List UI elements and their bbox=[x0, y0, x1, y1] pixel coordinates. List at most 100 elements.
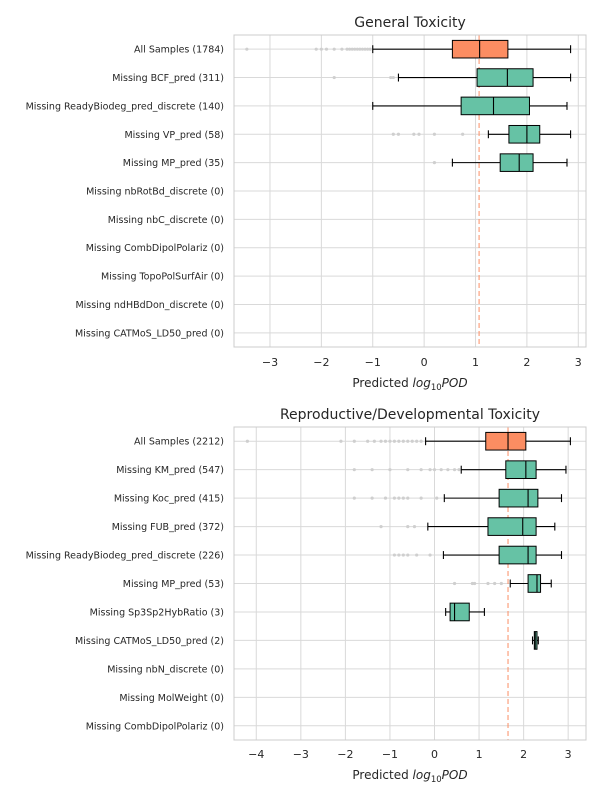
outlier-point bbox=[388, 439, 392, 443]
plot-frame bbox=[233, 426, 587, 741]
category-label: Missing FUB_pred (372) bbox=[112, 522, 224, 533]
category-label: Missing CATMoS_LD50_pred (2) bbox=[75, 636, 224, 647]
box-iqr bbox=[508, 124, 541, 144]
outlier-point bbox=[428, 553, 432, 557]
outlier-point bbox=[412, 524, 417, 529]
panel-0: All Samples (1784) Missing BCF_pred (311)… bbox=[26, 15, 587, 393]
box-group bbox=[352, 460, 567, 480]
x-tick-label: −3 bbox=[262, 356, 278, 369]
outlier-point bbox=[245, 47, 249, 51]
outlier-point bbox=[417, 132, 421, 136]
box-iqr bbox=[449, 602, 470, 622]
box-group bbox=[531, 631, 539, 650]
x-axis-label: Predicted log10POD bbox=[352, 768, 467, 785]
box-group bbox=[445, 602, 485, 622]
x-tick-label: −4 bbox=[248, 748, 264, 761]
outlier-point bbox=[383, 496, 388, 500]
category-label: Missing Sp3Sp2HybRatio (3) bbox=[90, 607, 224, 618]
category-label: Missing ndHBdDon_discrete (0) bbox=[75, 300, 224, 311]
category-label: Missing CombDipolPolariz (0) bbox=[86, 721, 224, 732]
box-group bbox=[352, 488, 563, 508]
outlier-point bbox=[348, 47, 352, 51]
outlier-point bbox=[410, 439, 414, 443]
outlier-point bbox=[435, 496, 439, 500]
outlier-point bbox=[397, 496, 401, 500]
outlier-point bbox=[370, 496, 374, 500]
outlier-point bbox=[392, 439, 397, 443]
category-label: Missing CATMoS_LD50_pred (0) bbox=[75, 328, 224, 339]
panel-title: Reproductive/Developmental Toxicity bbox=[280, 407, 540, 423]
outlier-point bbox=[486, 581, 490, 586]
box-group bbox=[245, 39, 572, 59]
outlier-point bbox=[358, 47, 362, 51]
outlier-point bbox=[470, 581, 474, 586]
outlier-point bbox=[452, 468, 457, 472]
category-label: Missing nbRotBd_discrete (0) bbox=[86, 187, 224, 198]
outlier-point bbox=[352, 496, 356, 500]
outlier-point bbox=[432, 468, 437, 472]
outlier-point bbox=[406, 468, 410, 472]
box-iqr bbox=[460, 96, 530, 116]
outlier-point bbox=[314, 47, 318, 51]
box-group bbox=[392, 545, 563, 565]
x-tick-label: 2 bbox=[523, 356, 530, 369]
category-label: Missing nbC_discrete (0) bbox=[108, 215, 224, 226]
box-group bbox=[391, 124, 572, 144]
category-label: All Samples (2212) bbox=[134, 437, 224, 448]
x-tick-label: 1 bbox=[476, 748, 483, 761]
outlier-point bbox=[406, 439, 410, 443]
category-label: Missing ReadyBiodeg_pred_discrete (226) bbox=[26, 551, 224, 562]
outlier-point bbox=[473, 581, 477, 586]
outlier-point bbox=[352, 439, 356, 443]
outlier-point bbox=[352, 468, 356, 472]
outlier-point bbox=[319, 47, 323, 51]
outlier-point bbox=[332, 75, 336, 80]
category-label: Missing KM_pred (547) bbox=[116, 465, 224, 476]
panel-title: General Toxicity bbox=[354, 15, 465, 31]
x-tick-label: 2 bbox=[520, 748, 527, 761]
box-iqr bbox=[505, 460, 537, 480]
outlier-point bbox=[324, 47, 329, 51]
outlier-point bbox=[452, 581, 457, 586]
outlier-point bbox=[332, 47, 336, 51]
outlier-point bbox=[406, 496, 410, 500]
x-tick-label: −2 bbox=[313, 356, 329, 369]
x-tick-label: 0 bbox=[431, 748, 438, 761]
outlier-point bbox=[406, 524, 410, 529]
outlier-point bbox=[419, 496, 423, 500]
outlier-point bbox=[345, 47, 349, 51]
outlier-point bbox=[412, 132, 416, 136]
x-tick-label: −1 bbox=[365, 356, 381, 369]
outlier-point bbox=[388, 468, 392, 472]
box-iqr bbox=[527, 574, 542, 593]
outlier-point bbox=[391, 132, 395, 136]
outlier-point bbox=[370, 468, 374, 472]
outlier-point bbox=[392, 553, 397, 557]
outlier-point bbox=[392, 496, 397, 500]
outlier-point bbox=[439, 468, 443, 472]
outlier-point bbox=[461, 132, 465, 136]
category-label: Missing Koc_pred (415) bbox=[114, 494, 224, 505]
outlier-point bbox=[432, 132, 437, 136]
panel-1: All Samples (2212) Missing KM_pred (547) M… bbox=[26, 407, 587, 785]
outlier-point bbox=[366, 439, 370, 443]
outlier-point bbox=[389, 75, 393, 80]
outlier-point bbox=[401, 553, 405, 557]
x-tick-label: 1 bbox=[472, 356, 479, 369]
box-iqr bbox=[485, 431, 527, 451]
outlier-point bbox=[499, 581, 503, 586]
outlier-point bbox=[353, 47, 357, 51]
outlier-point bbox=[340, 47, 344, 51]
outlier-point bbox=[415, 439, 419, 443]
category-label: Missing TopoPolSurfAir (0) bbox=[101, 272, 224, 283]
outlier-point bbox=[401, 439, 405, 443]
category-label: Missing VP_pred (58) bbox=[124, 130, 224, 141]
x-tick-label: −2 bbox=[337, 748, 353, 761]
x-tick-label: 3 bbox=[575, 356, 582, 369]
box-group bbox=[372, 96, 568, 116]
box-iqr bbox=[499, 153, 534, 172]
outlier-point bbox=[368, 47, 372, 51]
outlier-point bbox=[350, 47, 354, 51]
outlier-point bbox=[428, 468, 432, 472]
